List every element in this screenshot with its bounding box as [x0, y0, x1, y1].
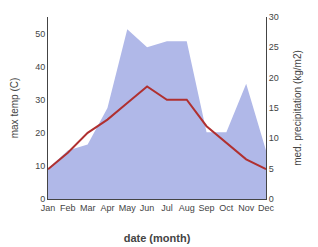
svg-text:40: 40 [35, 62, 45, 72]
svg-text:Sep: Sep [199, 203, 215, 213]
svg-text:Feb: Feb [60, 203, 76, 213]
svg-text:Jan: Jan [41, 203, 56, 213]
svg-text:Dec: Dec [258, 203, 275, 213]
svg-text:Aug: Aug [179, 203, 195, 213]
svg-text:15: 15 [269, 103, 279, 113]
svg-text:30: 30 [35, 95, 45, 105]
svg-text:50: 50 [35, 29, 45, 39]
svg-text:20: 20 [35, 128, 45, 138]
svg-text:med. precipitation (kg/m2): med. precipitation (kg/m2) [292, 50, 303, 166]
svg-text:10: 10 [269, 133, 279, 143]
svg-text:20: 20 [269, 73, 279, 83]
svg-text:Nov: Nov [238, 203, 255, 213]
svg-text:May: May [119, 203, 137, 213]
svg-text:Jun: Jun [140, 203, 155, 213]
svg-text:10: 10 [35, 161, 45, 171]
svg-text:Jul: Jul [161, 203, 173, 213]
svg-text:max temp (C): max temp (C) [9, 78, 20, 139]
svg-text:Apr: Apr [100, 203, 114, 213]
svg-text:0: 0 [269, 194, 274, 204]
svg-text:Mar: Mar [80, 203, 96, 213]
svg-text:0: 0 [40, 194, 45, 204]
svg-text:Oct: Oct [219, 203, 234, 213]
svg-text:5: 5 [269, 164, 274, 174]
svg-text:date (month): date (month) [124, 232, 191, 244]
svg-text:30: 30 [269, 12, 279, 22]
svg-text:25: 25 [269, 42, 279, 52]
